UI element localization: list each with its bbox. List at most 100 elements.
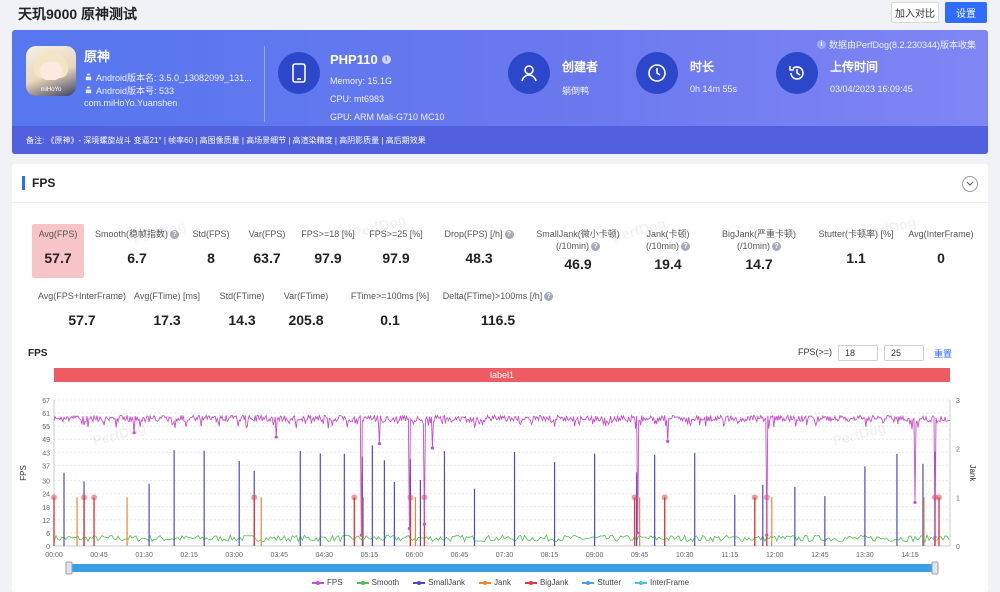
metric-label-text: Avg(FPS+InterFrame) bbox=[37, 291, 127, 301]
metric-label-unit: (/10min) bbox=[736, 241, 770, 251]
metric-label: Avg(InterFrame) bbox=[902, 228, 980, 240]
android-icon bbox=[85, 86, 92, 94]
legend-swatch bbox=[312, 580, 324, 585]
metric-value: 6.7 bbox=[127, 250, 147, 266]
page-title: 天玑9000 原神测试 bbox=[18, 6, 138, 22]
notes-bar: 备注: 《原神》- 深境螺旋战斗 变逼21° | 帧率60 | 高图像质量 | … bbox=[12, 126, 988, 154]
metric-value: 1.1 bbox=[846, 250, 866, 266]
x-tick-label: 14:15 bbox=[901, 552, 919, 559]
legend-item-stutter[interactable]: Stutter bbox=[582, 578, 621, 587]
metric-label-text: Std(FPS) bbox=[192, 229, 230, 239]
help-icon[interactable]: ? bbox=[504, 230, 514, 240]
metric-label: Delta(FTime)>100ms [/h]? bbox=[442, 290, 554, 302]
fps-dip-point bbox=[274, 435, 278, 439]
y-tick-label: 18 bbox=[42, 505, 50, 512]
y2-axis-label: Jank bbox=[968, 465, 977, 483]
metric-label: Avg(FPS) bbox=[32, 228, 84, 240]
y-tick-label: 12 bbox=[42, 518, 50, 525]
metric-label-text: Smooth(稳帧指数) bbox=[94, 229, 168, 239]
metric-drop-fps-h: Drop(FPS) [/h]? 48.3 bbox=[430, 224, 528, 278]
legend-swatch bbox=[479, 580, 492, 585]
help-icon[interactable]: ? bbox=[170, 230, 179, 240]
x-tick-label: 04:30 bbox=[316, 552, 334, 559]
app-icon-text: miHoYo bbox=[40, 87, 62, 93]
fps-dip-point bbox=[933, 535, 937, 539]
user-icon bbox=[508, 52, 550, 94]
app-version-name: Android版本名: 3.5.0_13082099_131... bbox=[84, 71, 252, 84]
legend-swatch bbox=[635, 580, 647, 585]
device-cpu: CPU: mt6983 bbox=[330, 94, 385, 104]
metric-label: Smooth(稳帧指数)? bbox=[92, 228, 182, 240]
metric-label: Stutter(卡顿率) [%] bbox=[810, 228, 902, 240]
legend-swatch bbox=[413, 580, 426, 585]
fps-threshold-input-1[interactable]: 18 bbox=[838, 345, 878, 361]
y-tick-label: 24 bbox=[42, 492, 50, 499]
metric-label: FTime>=100ms [%] bbox=[338, 290, 442, 302]
range-slider-handle-left[interactable] bbox=[65, 561, 73, 575]
metric-label: Avg(FTime) [ms] bbox=[130, 290, 204, 302]
legend-item-smooth[interactable]: Smooth bbox=[356, 578, 400, 587]
legend-item-bigjank[interactable]: BigJank bbox=[524, 578, 568, 587]
fps-threshold-label: FPS(>=) bbox=[798, 347, 833, 357]
legend-item-smalljank[interactable]: SmallJank bbox=[413, 578, 465, 587]
y2-tick-label: 0 bbox=[956, 544, 960, 551]
fps-dip-point bbox=[913, 500, 917, 505]
reset-link[interactable]: 重置 bbox=[934, 349, 953, 359]
label-band-text: label1 bbox=[490, 370, 514, 380]
metric-stutter: Stutter(卡顿率) [%] 1.1 bbox=[810, 224, 902, 278]
metric-smooth: Smooth(稳帧指数)? 6.7 bbox=[92, 224, 182, 278]
x-tick-label: 06:00 bbox=[406, 552, 424, 559]
creator-label: 创建者 bbox=[562, 60, 599, 74]
metric-label: Std(FTime) bbox=[212, 290, 272, 302]
metric-value: 48.3 bbox=[465, 250, 493, 266]
legend-item-interframe[interactable]: InterFrame bbox=[635, 578, 689, 587]
info-icon[interactable]: i bbox=[381, 55, 391, 64]
help-icon[interactable]: ? bbox=[772, 242, 781, 252]
y-tick-label: 6 bbox=[46, 531, 50, 538]
upload-time-label: 上传时间 bbox=[830, 60, 879, 74]
device-memory: Memory: 15.1G bbox=[330, 76, 393, 86]
metric-avg-fps-interframe: Avg(FPS+InterFrame) 57.7 bbox=[32, 286, 132, 332]
metric-jank: Jank(卡顿) (/10min)? 19.4 bbox=[628, 224, 708, 278]
y-tick-label: 61 bbox=[42, 411, 50, 418]
fps-dip-point bbox=[377, 441, 381, 446]
x-tick-label: 03:00 bbox=[225, 552, 243, 559]
add-to-compare-button[interactable]: 加入对比 bbox=[891, 2, 939, 23]
series-smooth bbox=[53, 533, 950, 543]
metric-label-text: FPS>=25 [%] bbox=[369, 229, 423, 239]
big-jank-marker bbox=[81, 494, 88, 501]
x-tick-label: 10:30 bbox=[676, 552, 694, 559]
metric-label: Var(FPS) bbox=[240, 228, 294, 240]
x-tick-label: 03:45 bbox=[270, 552, 288, 559]
duration-value: 0h 14m 55s bbox=[690, 84, 738, 94]
big-jank-marker bbox=[661, 494, 668, 501]
metric-value: 46.9 bbox=[564, 256, 592, 272]
range-slider-handle-right[interactable] bbox=[931, 561, 939, 575]
help-icon[interactable]: ? bbox=[544, 292, 554, 302]
legend-label: Jank bbox=[494, 578, 511, 587]
creator-value: 躺倒鸭 bbox=[562, 86, 590, 96]
metric-value: 17.3 bbox=[153, 312, 181, 328]
chevron-down-icon bbox=[966, 181, 974, 186]
metric-value: 14.7 bbox=[745, 256, 773, 272]
fps-threshold-input-2[interactable]: 25 bbox=[884, 345, 924, 361]
collapse-button[interactable] bbox=[962, 176, 978, 192]
legend-label: Stutter bbox=[597, 578, 621, 587]
upload-time-value: 03/04/2023 16:09:45 bbox=[830, 84, 913, 94]
legend-item-fps[interactable]: FPS bbox=[312, 578, 343, 587]
y-tick-label: 30 bbox=[42, 479, 50, 486]
range-slider-track bbox=[68, 564, 936, 572]
legend-label: InterFrame bbox=[650, 578, 690, 587]
fps-dip-point bbox=[430, 446, 435, 450]
legend-label: Smooth bbox=[371, 578, 400, 587]
legend-item-jank[interactable]: Jank bbox=[479, 578, 511, 587]
metric-avg-fps: Avg(FPS) 57.7 bbox=[32, 224, 84, 278]
help-icon[interactable]: ? bbox=[681, 242, 690, 252]
metric-label: FPS>=25 [%] bbox=[362, 228, 430, 240]
y-tick-label: 0 bbox=[46, 544, 50, 551]
settings-button[interactable]: 设置 bbox=[945, 2, 987, 23]
help-icon[interactable]: ? bbox=[591, 242, 600, 252]
metric-value: 97.9 bbox=[314, 250, 342, 266]
report-header: miHoYo 原神 Android版本名: 3.5.0_13082099_131… bbox=[12, 30, 988, 154]
